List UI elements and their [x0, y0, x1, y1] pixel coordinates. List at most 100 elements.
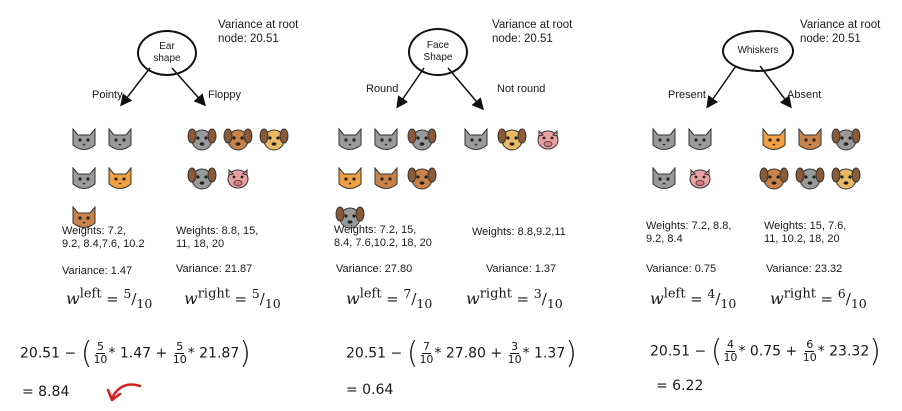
dog-icon [187, 167, 217, 190]
eq-term-2: * 1.37 [522, 345, 566, 362]
right-weights: Weights: 15, 7.6, 11, 10.2, 18, 20 [764, 220, 847, 245]
w-left-formula: wleft = 5/10 [66, 286, 153, 311]
cat-icon [72, 166, 96, 189]
fraction-1-den: 10 [419, 353, 434, 366]
left-variance: Variance: 1.47 [62, 265, 133, 277]
fraction-1: 5 10 [93, 341, 107, 366]
fraction-2-den: 10 [802, 351, 817, 364]
cat-icon [338, 127, 362, 150]
dog-icon [407, 167, 437, 190]
eq-start: 20.51 − [20, 345, 77, 362]
left-branch-label: Present [668, 89, 706, 101]
pig-icon [689, 168, 711, 189]
w-right-formula: wright = 3/10 [466, 286, 563, 311]
eq-term-1: * 1.47 + [108, 345, 168, 362]
root-node: Face Shape [408, 28, 468, 76]
fraction-1: 4 10 [723, 339, 737, 364]
left-animal-group [66, 122, 166, 228]
left-weights: Weights: 7.2, 8.8, 9.2, 8.4 [646, 220, 732, 245]
w-left-sup: left [79, 286, 102, 302]
cat-icon [72, 127, 96, 150]
cat-icon [798, 127, 822, 150]
dog-icon [497, 128, 527, 151]
w-left-den: 10 [136, 296, 153, 311]
w-left-num: 5 [123, 286, 132, 301]
dog-icon [831, 128, 861, 151]
fraction-1-num: 4 [725, 338, 735, 352]
right-weights: Weights: 8.8,9.2,11 [472, 226, 566, 238]
branch-arrows [120, 67, 206, 107]
w-left-sup: left [663, 286, 686, 302]
fraction-2: 5 10 [173, 341, 187, 366]
pig-icon [227, 168, 249, 189]
w-right-den: 10 [850, 296, 867, 311]
paren-close: ) [565, 336, 577, 371]
w-left-num: 4 [707, 286, 716, 301]
w-left-formula: wleft = 7/10 [346, 286, 433, 311]
red-arrow-annotation [106, 383, 142, 402]
gain-equation: 20.51 − (7 10 * 27.80 + 3 10 * 1.37) [346, 336, 577, 371]
fraction-1-den: 10 [93, 353, 108, 366]
left-variance: Variance: 27.80 [336, 263, 413, 275]
variance-root-label: Variance at root node: 20.51 [800, 19, 881, 45]
cat-icon [688, 127, 712, 150]
branch-arrows [396, 67, 484, 111]
dog-icon [223, 128, 253, 151]
gain-result: = 0.64 [346, 382, 394, 398]
fraction-2: 3 10 [508, 341, 522, 366]
cat-icon [762, 127, 786, 150]
right-animal-group [756, 122, 866, 197]
cat-icon [652, 166, 676, 189]
fraction-1: 7 10 [419, 341, 433, 366]
fraction-1-num: 7 [421, 340, 431, 354]
left-branch-label: Round [366, 83, 399, 95]
eq-start: 20.51 − [346, 345, 403, 362]
paren-open: ( [80, 336, 93, 371]
fraction-2-den: 10 [507, 353, 522, 366]
w-right-sup: right [197, 286, 230, 302]
paren-open: ( [710, 334, 723, 369]
gain-equation: 20.51 − (5 10 * 1.47 + 5 10 * 21.87) [20, 336, 251, 371]
w-right-sup: right [479, 286, 512, 302]
fraction-2-num: 3 [510, 340, 520, 354]
root-node: Whiskers [722, 30, 794, 72]
w-right-sup: right [783, 286, 816, 302]
w-right-formula: wright = 5/10 [184, 286, 281, 311]
right-variance: Variance: 23.32 [766, 263, 843, 275]
left-variance: Variance: 0.75 [646, 263, 717, 275]
w-left-den: 10 [720, 296, 737, 311]
right-branch-label: Floppy [208, 89, 242, 101]
cat-icon [108, 166, 132, 189]
cat-icon [464, 127, 488, 150]
w-left-sup: left [359, 286, 382, 302]
dog-icon [831, 167, 861, 190]
left-animal-group [332, 122, 442, 229]
fraction-1-num: 5 [95, 340, 105, 354]
right-variance: Variance: 21.87 [176, 263, 253, 275]
variance-root-label: Variance at root node: 20.51 [492, 19, 573, 45]
cat-icon [374, 127, 398, 150]
cat-icon [338, 166, 362, 189]
gain-result: = 6.22 [656, 378, 704, 394]
eq-term-2: * 21.87 [187, 345, 240, 362]
gain-equation: 20.51 − (4 10 * 0.75 + 6 10 * 23.32) [650, 334, 881, 369]
fraction-2: 6 10 [803, 339, 817, 364]
root-node: Ear shape [137, 30, 197, 76]
gain-result: = 8.84 [22, 384, 70, 400]
w-right-num: 5 [251, 286, 260, 301]
cat-icon [108, 127, 132, 150]
fraction-2-den: 10 [172, 353, 187, 366]
variance-root-label: Variance at root node: 20.51 [218, 19, 299, 45]
root-node-label: Whiskers [737, 45, 779, 56]
w-left-num: 7 [403, 286, 412, 301]
right-animal-group [184, 122, 294, 192]
pig-icon [537, 129, 559, 150]
paren-close: ) [869, 334, 881, 369]
w-right-formula: wright = 6/10 [770, 286, 867, 311]
left-weights: Weights: 7.2, 15, 8.4, 7.6,10.2, 18, 20 [334, 224, 432, 249]
w-right-den: 10 [546, 296, 563, 311]
dog-icon [795, 167, 825, 190]
cat-icon [652, 127, 676, 150]
right-animal-group [458, 122, 568, 167]
eq-term-2: * 23.32 [817, 343, 870, 360]
